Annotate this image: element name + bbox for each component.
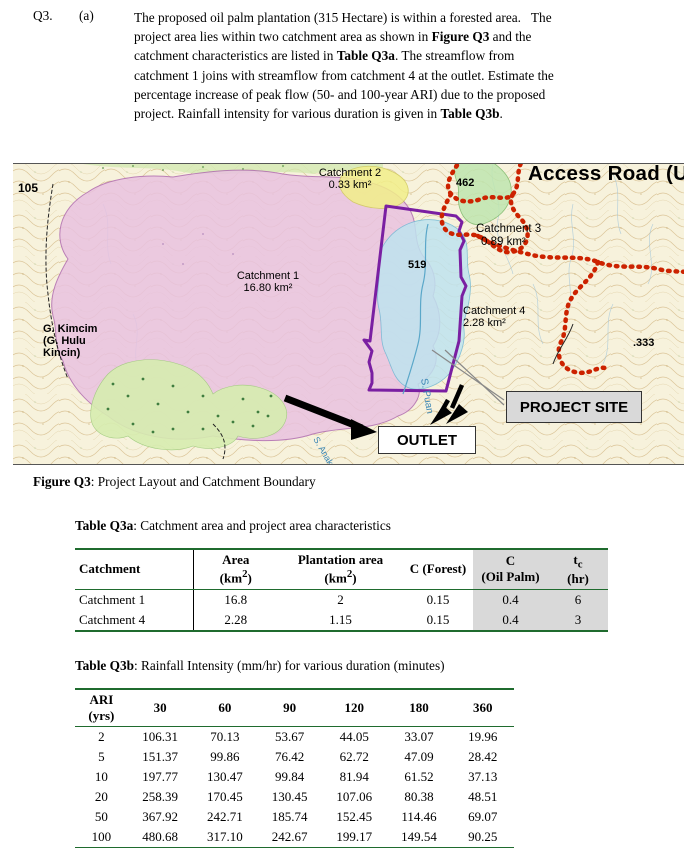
svg-text:Catchment 1: Catchment 1	[237, 270, 299, 282]
svg-text:519: 519	[408, 259, 426, 271]
svg-text:(G. Hulu: (G. Hulu	[43, 335, 86, 347]
svg-text:Catchment 3: Catchment 3	[476, 223, 541, 235]
svg-text:Catchment 4: Catchment 4	[463, 305, 525, 317]
svg-text:2.28 km²: 2.28 km²	[463, 317, 506, 329]
svg-text:462: 462	[456, 177, 474, 189]
svg-text:Kincin): Kincin)	[43, 347, 81, 359]
svg-text:105: 105	[18, 181, 38, 195]
svg-text:.333: .333	[633, 337, 654, 349]
svg-text:16.80 km²: 16.80 km²	[244, 282, 293, 294]
svg-text:G. Kimcim: G. Kimcim	[43, 323, 98, 335]
svg-text:0.33 km²: 0.33 km²	[329, 179, 372, 191]
svg-text:0.89 km²: 0.89 km²	[481, 236, 526, 248]
svg-text:Access Road (Unpa: Access Road (Unpa	[528, 164, 684, 185]
svg-text:Catchment 2: Catchment 2	[319, 167, 381, 179]
